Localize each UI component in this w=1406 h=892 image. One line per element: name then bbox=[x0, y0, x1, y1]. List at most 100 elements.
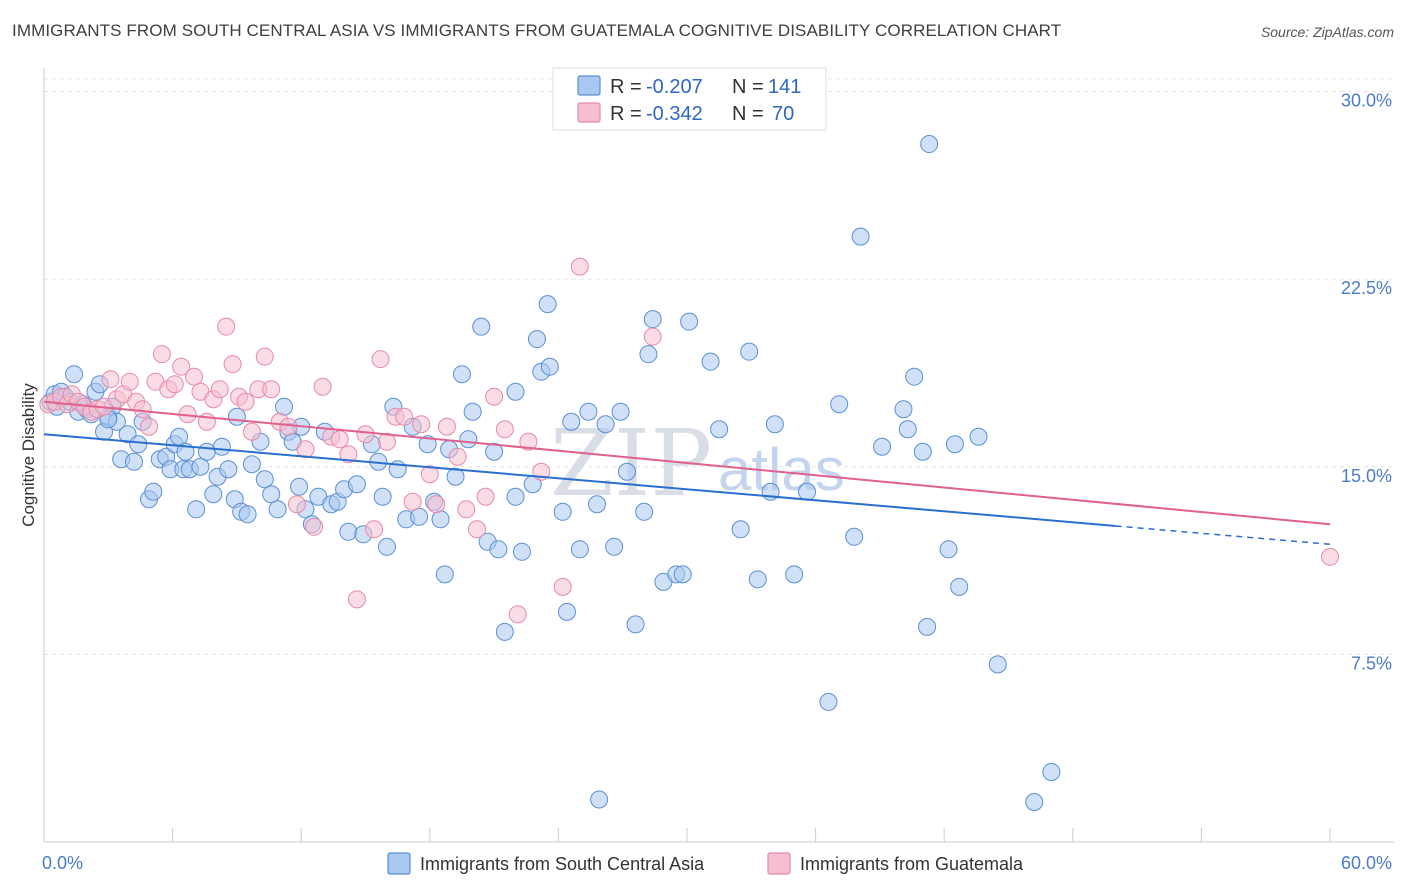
point-south-central-asia bbox=[463, 402, 482, 421]
source-credit: Source: ZipAtlas.com bbox=[1260, 24, 1394, 40]
point-guatemala bbox=[330, 430, 349, 449]
point-guatemala bbox=[223, 355, 242, 374]
legend-n-label-1: N = bbox=[732, 76, 764, 98]
point-guatemala bbox=[365, 520, 384, 539]
point-south-central-asia bbox=[65, 365, 84, 384]
point-guatemala bbox=[242, 422, 261, 441]
point-south-central-asia bbox=[731, 520, 750, 539]
point-south-central-asia bbox=[512, 542, 531, 561]
point-guatemala bbox=[347, 590, 366, 609]
point-south-central-asia bbox=[347, 475, 366, 494]
bottom-legend-label-pink: Immigrants from Guatemala bbox=[800, 854, 1024, 874]
legend-n-label-2: N = bbox=[732, 103, 764, 125]
point-guatemala bbox=[427, 495, 446, 514]
y-axis-label: Cognitive Disability bbox=[19, 383, 38, 527]
point-south-central-asia bbox=[611, 402, 630, 421]
point-south-central-asia bbox=[540, 357, 559, 376]
point-south-central-asia bbox=[187, 500, 206, 519]
point-south-central-asia bbox=[506, 487, 525, 506]
trend-line-guatemala bbox=[43, 400, 1331, 526]
series-guatemala bbox=[39, 257, 1339, 624]
point-south-central-asia bbox=[446, 467, 465, 486]
point-south-central-asia bbox=[472, 317, 491, 336]
point-south-central-asia bbox=[635, 502, 654, 521]
point-south-central-asia bbox=[459, 430, 478, 449]
point-guatemala bbox=[437, 417, 456, 436]
point-south-central-asia bbox=[125, 452, 144, 471]
point-south-central-asia bbox=[830, 395, 849, 414]
point-south-central-asia bbox=[431, 510, 450, 529]
x-tick-label-max: 60.0% bbox=[1341, 853, 1392, 873]
point-south-central-asia bbox=[418, 435, 437, 454]
point-south-central-asia bbox=[290, 477, 309, 496]
point-guatemala bbox=[152, 345, 171, 364]
point-guatemala bbox=[1321, 547, 1339, 566]
point-guatemala bbox=[467, 520, 486, 539]
point-south-central-asia bbox=[643, 310, 662, 329]
point-south-central-asia bbox=[242, 455, 261, 474]
x-tick-label-min: 0.0% bbox=[42, 853, 83, 873]
correlation-legend: R = -0.207 N = 141 R = -0.342 N = 70 bbox=[552, 67, 827, 131]
series-south-central-asia bbox=[41, 135, 1061, 811]
point-south-central-asia bbox=[485, 442, 504, 461]
point-guatemala bbox=[371, 350, 390, 369]
point-south-central-asia bbox=[262, 485, 281, 504]
point-guatemala bbox=[570, 257, 589, 276]
legend-swatch-pink bbox=[577, 102, 601, 123]
point-guatemala bbox=[457, 500, 476, 519]
point-south-central-asia bbox=[873, 437, 892, 456]
point-guatemala bbox=[165, 375, 184, 394]
series-legend: Immigrants from South Central Asia Immig… bbox=[387, 852, 1024, 875]
point-south-central-asia bbox=[950, 577, 969, 596]
point-guatemala bbox=[185, 367, 204, 386]
point-south-central-asia bbox=[605, 537, 624, 556]
trend-line-south-central-asia-extension bbox=[1115, 525, 1331, 546]
point-guatemala bbox=[217, 317, 236, 336]
point-south-central-asia bbox=[275, 397, 294, 416]
point-south-central-asia bbox=[798, 482, 817, 501]
point-south-central-asia bbox=[527, 330, 546, 349]
legend-n-value-1: 141 bbox=[768, 76, 801, 98]
point-south-central-asia bbox=[170, 427, 189, 446]
point-south-central-asia bbox=[918, 617, 937, 636]
axis-ticks: 7.5% 15.0% 22.5% 30.0% 0.0% 60.0% bbox=[42, 91, 1392, 873]
point-south-central-asia bbox=[785, 565, 804, 584]
point-guatemala bbox=[172, 357, 191, 376]
point-south-central-asia bbox=[579, 402, 598, 421]
point-south-central-asia bbox=[587, 495, 606, 514]
point-guatemala bbox=[313, 377, 332, 396]
point-south-central-asia bbox=[701, 352, 720, 371]
point-south-central-asia bbox=[710, 420, 729, 439]
point-south-central-asia bbox=[570, 540, 589, 559]
bottom-legend-swatch-pink bbox=[767, 852, 791, 875]
point-south-central-asia bbox=[144, 482, 163, 501]
point-south-central-asia bbox=[255, 470, 274, 489]
trend-lines bbox=[43, 400, 1331, 546]
y-tick-label: 22.5% bbox=[1341, 278, 1392, 298]
point-south-central-asia bbox=[212, 437, 231, 456]
legend-r-label-1: R = bbox=[610, 76, 642, 98]
point-guatemala bbox=[412, 415, 431, 434]
point-guatemala bbox=[279, 417, 298, 436]
point-south-central-asia bbox=[596, 415, 615, 434]
point-south-central-asia bbox=[617, 462, 636, 481]
point-south-central-asia bbox=[1025, 792, 1044, 811]
y-tick-label: 30.0% bbox=[1341, 91, 1392, 111]
point-guatemala bbox=[133, 400, 152, 419]
point-south-central-asia bbox=[377, 537, 396, 556]
point-guatemala bbox=[339, 445, 358, 464]
axes bbox=[43, 68, 1394, 843]
legend-swatch-blue bbox=[577, 75, 601, 96]
point-south-central-asia bbox=[373, 487, 392, 506]
point-south-central-asia bbox=[639, 345, 658, 364]
point-guatemala bbox=[210, 380, 229, 399]
point-south-central-asia bbox=[845, 527, 864, 546]
y-tick-label: 7.5% bbox=[1351, 653, 1392, 673]
point-south-central-asia bbox=[553, 502, 572, 521]
point-south-central-asia bbox=[452, 365, 471, 384]
point-guatemala bbox=[553, 577, 572, 596]
point-south-central-asia bbox=[819, 692, 838, 711]
point-guatemala bbox=[485, 387, 504, 406]
point-guatemala bbox=[448, 447, 467, 466]
